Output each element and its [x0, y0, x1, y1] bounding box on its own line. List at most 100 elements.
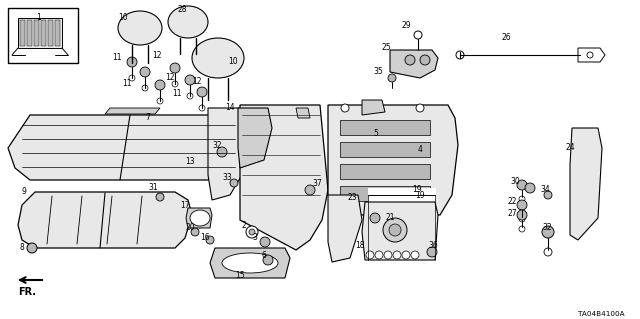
- Text: 3: 3: [252, 234, 257, 242]
- Text: 32: 32: [212, 142, 221, 151]
- Text: 4: 4: [418, 145, 423, 154]
- Text: FR.: FR.: [18, 287, 36, 297]
- Circle shape: [414, 31, 422, 39]
- Text: 37: 37: [312, 179, 322, 188]
- Text: 10: 10: [118, 13, 127, 23]
- Text: 33: 33: [222, 174, 232, 182]
- Text: 13: 13: [185, 158, 195, 167]
- Ellipse shape: [168, 6, 208, 38]
- Circle shape: [519, 196, 525, 202]
- Text: 11: 11: [172, 88, 182, 98]
- Text: 2: 2: [242, 221, 247, 231]
- Circle shape: [187, 93, 193, 99]
- Polygon shape: [186, 208, 212, 228]
- Circle shape: [157, 98, 163, 104]
- Text: 27: 27: [508, 209, 518, 218]
- Text: 16: 16: [200, 233, 210, 241]
- Bar: [8, 8, 78, 63]
- Polygon shape: [362, 202, 438, 260]
- Polygon shape: [238, 108, 272, 168]
- Bar: [368, 188, 436, 260]
- Circle shape: [411, 251, 419, 259]
- Polygon shape: [570, 128, 602, 240]
- Text: 22: 22: [508, 197, 518, 206]
- Circle shape: [260, 237, 270, 247]
- Ellipse shape: [190, 210, 210, 226]
- Circle shape: [341, 104, 349, 112]
- Circle shape: [217, 147, 227, 157]
- Polygon shape: [208, 108, 242, 200]
- Circle shape: [544, 191, 552, 199]
- Circle shape: [170, 63, 180, 73]
- Text: TA04B4100A: TA04B4100A: [578, 311, 625, 317]
- Polygon shape: [362, 100, 385, 115]
- Circle shape: [517, 200, 527, 210]
- Text: 35: 35: [373, 68, 383, 77]
- Circle shape: [384, 251, 392, 259]
- Circle shape: [389, 224, 401, 236]
- Text: 26: 26: [502, 33, 511, 42]
- Circle shape: [246, 226, 258, 238]
- Circle shape: [263, 255, 273, 265]
- Bar: [340, 142, 430, 157]
- Polygon shape: [8, 115, 248, 180]
- Circle shape: [127, 57, 137, 67]
- Text: 23: 23: [348, 194, 358, 203]
- Polygon shape: [578, 48, 605, 62]
- Circle shape: [156, 193, 164, 201]
- Circle shape: [230, 179, 238, 187]
- Text: 36: 36: [428, 241, 438, 250]
- Circle shape: [197, 87, 207, 97]
- Ellipse shape: [192, 38, 244, 78]
- Ellipse shape: [222, 253, 278, 273]
- Text: 28: 28: [178, 5, 188, 14]
- Polygon shape: [240, 105, 328, 250]
- Polygon shape: [328, 195, 362, 262]
- Text: 29: 29: [402, 21, 412, 31]
- Text: 34: 34: [540, 186, 550, 195]
- Circle shape: [370, 213, 380, 223]
- Polygon shape: [34, 20, 39, 46]
- Text: 32: 32: [542, 224, 552, 233]
- Polygon shape: [48, 20, 53, 46]
- Text: 19: 19: [415, 190, 424, 199]
- Circle shape: [427, 247, 437, 257]
- Text: 15: 15: [235, 271, 244, 280]
- Text: 5: 5: [373, 129, 378, 137]
- Text: 19: 19: [412, 186, 422, 195]
- Text: 7: 7: [145, 114, 150, 122]
- Bar: [340, 164, 430, 179]
- Circle shape: [542, 226, 554, 238]
- Text: 18: 18: [355, 241, 365, 250]
- Circle shape: [544, 248, 552, 256]
- Circle shape: [185, 75, 195, 85]
- Circle shape: [199, 105, 205, 111]
- Polygon shape: [296, 108, 310, 118]
- Circle shape: [405, 55, 415, 65]
- Circle shape: [155, 80, 165, 90]
- Circle shape: [402, 251, 410, 259]
- Circle shape: [421, 194, 429, 202]
- Circle shape: [129, 75, 135, 81]
- Circle shape: [517, 210, 527, 220]
- Text: 21: 21: [385, 213, 394, 222]
- Polygon shape: [41, 20, 46, 46]
- Polygon shape: [18, 192, 192, 248]
- Circle shape: [366, 251, 374, 259]
- Ellipse shape: [118, 11, 162, 45]
- Text: 12: 12: [192, 78, 202, 86]
- Polygon shape: [20, 20, 25, 46]
- Text: 11: 11: [122, 79, 131, 88]
- Polygon shape: [18, 18, 62, 48]
- Circle shape: [388, 74, 396, 82]
- Text: 9: 9: [22, 188, 27, 197]
- Text: 30: 30: [510, 177, 520, 187]
- Circle shape: [393, 251, 401, 259]
- Text: 17: 17: [180, 202, 189, 211]
- Circle shape: [420, 55, 430, 65]
- Text: 14: 14: [225, 103, 235, 113]
- Text: 10: 10: [228, 57, 237, 66]
- Circle shape: [525, 183, 535, 193]
- Text: 20: 20: [185, 224, 195, 233]
- Circle shape: [338, 196, 346, 204]
